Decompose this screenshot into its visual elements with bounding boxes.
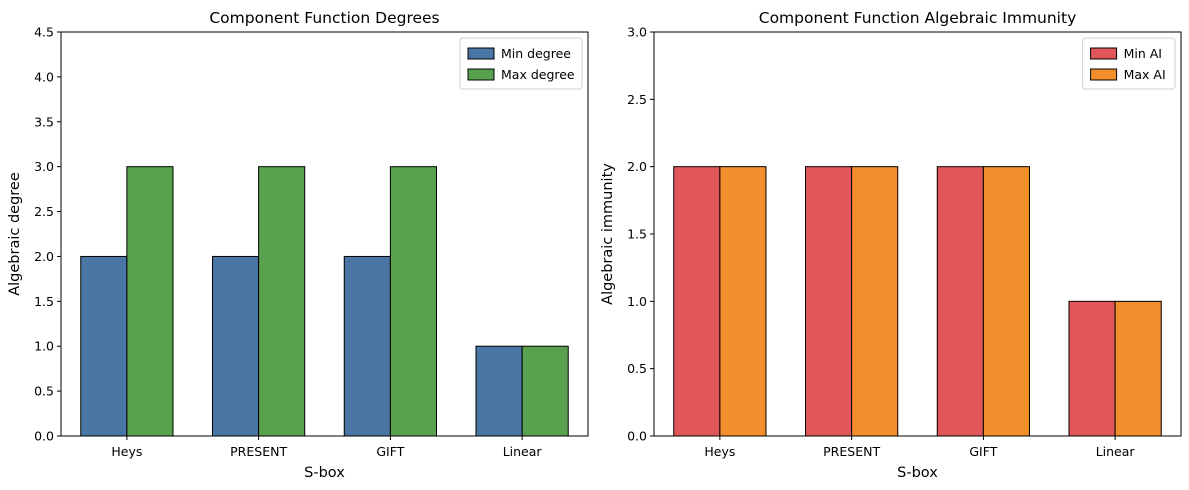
- y-axis-title: Algebraic degree: [7, 172, 23, 296]
- y-tick-label: 2.5: [627, 92, 647, 107]
- y-tick-label: 2.0: [627, 159, 647, 174]
- bar-max-degree-present: [258, 166, 306, 437]
- chart-title: Component Function Degrees: [209, 9, 439, 27]
- plot-frame: [60, 31, 589, 437]
- bar-max-ai-linear: [1114, 300, 1162, 437]
- legend-swatch: [1090, 47, 1118, 60]
- y-tick-label: 1.5: [34, 294, 54, 309]
- x-tick-label: PRESENT: [823, 444, 880, 459]
- legend-label: Min AI: [1124, 46, 1162, 61]
- y-tick-label: 0.0: [34, 429, 54, 444]
- chart-title: Component Function Algebraic Immunity: [759, 9, 1077, 27]
- y-tick-label: 4.0: [34, 69, 54, 84]
- bar-min-ai-linear: [1068, 300, 1116, 437]
- y-axis-title: Algebraic immunity: [600, 163, 616, 305]
- legend-label: Min degree: [501, 46, 571, 61]
- y-tick-label: 1.0: [627, 294, 647, 309]
- bar-max-degree-gift: [389, 166, 437, 437]
- bar-max-degree-heys: [126, 166, 174, 437]
- legend-swatch: [467, 47, 495, 60]
- y-tick-label: 3.5: [34, 114, 54, 129]
- y-tick-label: 3.0: [34, 159, 54, 174]
- y-tick-label: 2.0: [34, 249, 54, 264]
- chart-1: 0.0 0.5 1.0 1.5 2.0 2.5 3.0 3.5 4.0 4.5 Heys PRESEN…: [7, 9, 589, 481]
- bar-min-ai-heys: [673, 166, 721, 437]
- bar-max-ai-gift: [982, 166, 1030, 437]
- y-tick-label: 0.0: [627, 429, 647, 444]
- bar-min-degree-linear: [475, 345, 523, 437]
- bar-max-degree-linear: [521, 345, 569, 437]
- y-tick-label: 1.5: [627, 227, 647, 242]
- x-tick-label: Linear: [503, 444, 543, 459]
- legend-swatch: [467, 68, 495, 81]
- bar-min-ai-present: [805, 166, 853, 437]
- bar-min-ai-gift: [936, 166, 984, 437]
- y-tick-label: 3.0: [627, 25, 647, 40]
- legend: Min AI Max AI: [1082, 37, 1176, 90]
- legend-swatch: [1090, 68, 1118, 81]
- bar-min-degree-present: [212, 255, 260, 437]
- x-tick-label: Heys: [704, 444, 735, 459]
- y-tick-label: 2.5: [34, 204, 54, 219]
- bar-min-degree-heys: [80, 255, 128, 437]
- bar-max-ai-present: [851, 166, 899, 437]
- y-tick-label: 0.5: [627, 361, 647, 376]
- x-tick-label: Heys: [111, 444, 142, 459]
- x-axis-title: S-box: [897, 465, 938, 481]
- legend: Min degree Max degree: [459, 37, 583, 90]
- x-tick-label: PRESENT: [230, 444, 287, 459]
- chart-2: 0.0 0.5 1.0 1.5 2.0 2.5 3.0 Heys PRESENT GIFT Line…: [600, 9, 1182, 481]
- x-tick-label: Linear: [1096, 444, 1136, 459]
- x-tick-label: GIFT: [969, 444, 997, 459]
- y-tick-label: 0.5: [34, 384, 54, 399]
- x-tick-label: GIFT: [376, 444, 404, 459]
- bar-min-degree-gift: [343, 255, 391, 437]
- x-axis-title: S-box: [304, 465, 345, 481]
- legend-label: Max degree: [501, 67, 575, 82]
- y-tick-label: 4.5: [34, 25, 54, 40]
- bar-max-ai-heys: [719, 166, 767, 437]
- y-tick-label: 1.0: [34, 339, 54, 354]
- legend-label: Max AI: [1124, 67, 1166, 82]
